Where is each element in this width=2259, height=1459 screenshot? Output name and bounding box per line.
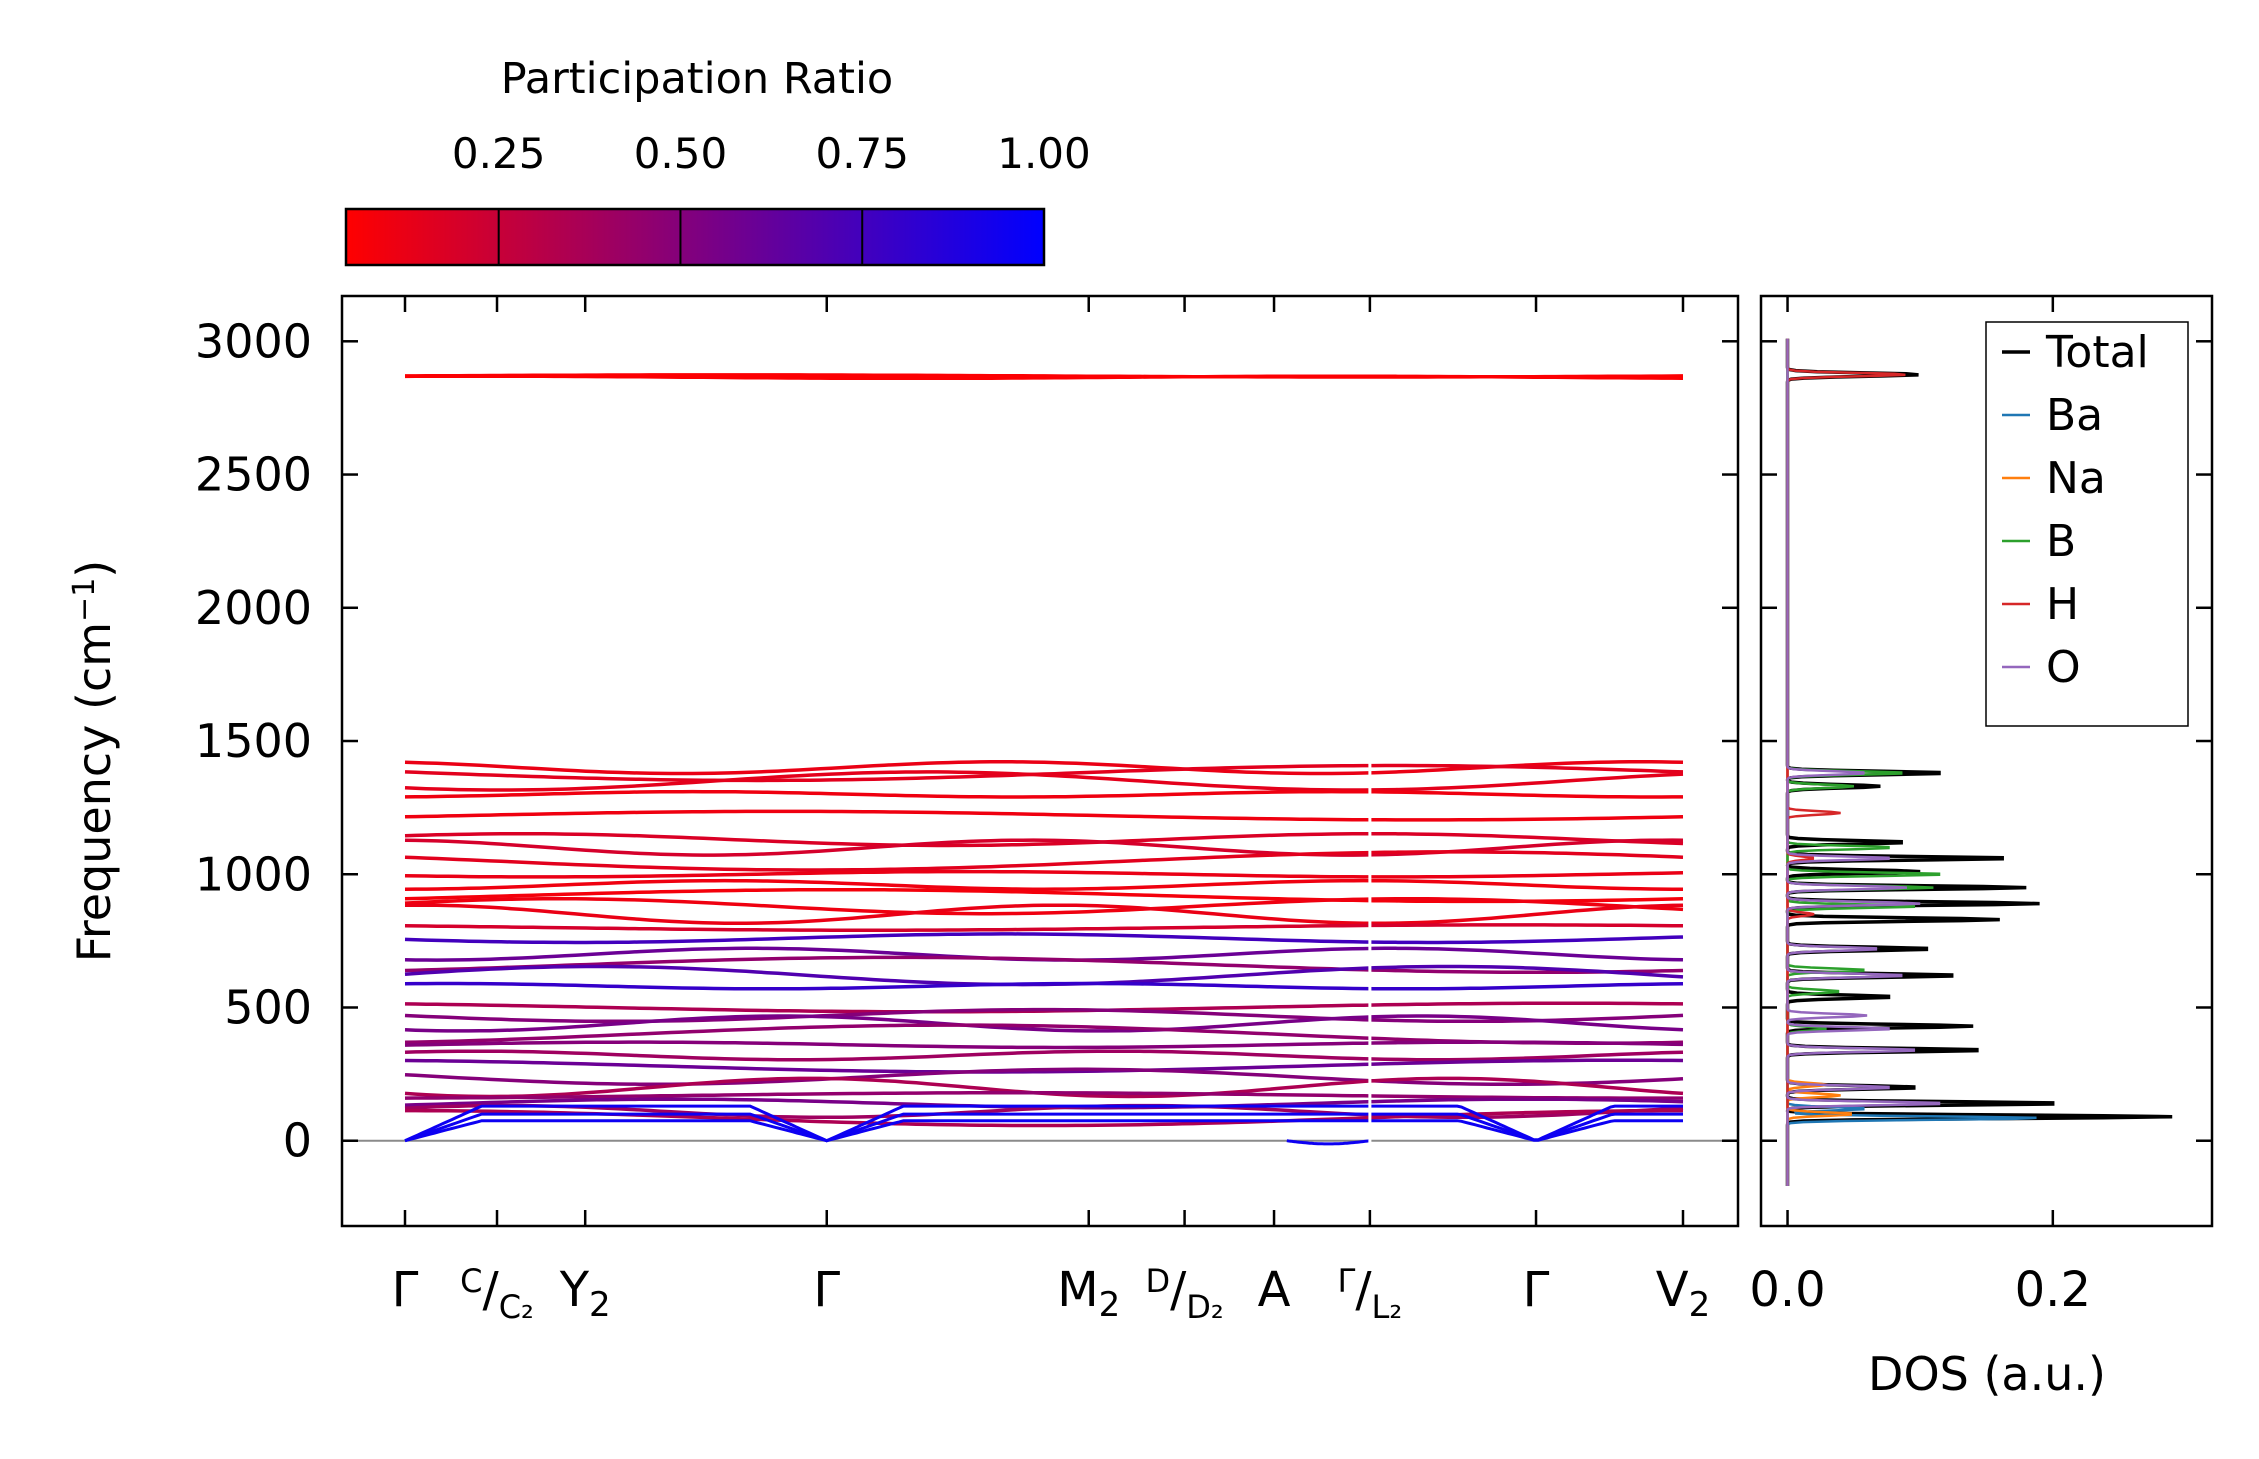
dos-curve-b <box>1786 338 1941 1186</box>
dos-axis-ticks: 0.0 0.2 <box>1749 296 2212 1318</box>
y-tick-label: 1000 <box>195 847 312 901</box>
band-line <box>404 850 1684 872</box>
colorbar-ticks: 0.25 0.50 0.75 1.00 <box>452 129 1091 265</box>
acoustic-band <box>404 1112 1683 1143</box>
k-point-label: V2 <box>1656 1262 1710 1325</box>
dos-curve-h <box>1786 338 1906 1186</box>
legend-label-h: H <box>2046 579 2079 630</box>
k-point-label: Γ <box>392 1262 419 1318</box>
k-point-label: A <box>1258 1262 1291 1318</box>
band-line <box>404 1007 1684 1024</box>
legend-box <box>1985 321 2189 727</box>
y-tick-label: 500 <box>224 980 312 1034</box>
y-tick-label: 1500 <box>195 714 312 768</box>
band-line <box>404 964 1684 987</box>
k-point-label: D/D₂ <box>1145 1262 1223 1326</box>
band-line <box>404 831 1684 848</box>
legend-label-o: O <box>2046 642 2081 693</box>
legend-items: Total Ba Na BHO <box>2002 327 2149 693</box>
band-line <box>404 878 1683 891</box>
k-point-label: Γ/L₂ <box>1338 1262 1403 1326</box>
band-line <box>404 1014 1684 1033</box>
y-tick-label: 2500 <box>195 448 312 502</box>
band-plot-frame <box>340 294 1740 1228</box>
band-line <box>405 903 1684 926</box>
band-line <box>404 1067 1684 1086</box>
legend-label-ba: Ba <box>2046 390 2103 441</box>
dos-axis-label: DOS (a.u.) <box>1868 1347 2106 1401</box>
band-line <box>404 981 1684 991</box>
legend-label-b: B <box>2046 516 2076 567</box>
band-line <box>404 770 1684 792</box>
band-line <box>404 374 1684 381</box>
band-line <box>404 887 1684 904</box>
acoustic-band <box>404 1104 1683 1143</box>
dos-x-tick-label: 0.2 <box>2015 1262 2091 1318</box>
band-line <box>404 1040 1684 1050</box>
colorbar-tick-label: 0.75 <box>815 129 909 178</box>
band-line <box>404 1058 1684 1074</box>
dos-plot-frame <box>1759 294 2214 1228</box>
k-point-label: Y2 <box>559 1262 611 1325</box>
band-line <box>404 1091 1683 1100</box>
band-line <box>404 809 1684 822</box>
band-line <box>404 869 1684 879</box>
band-line <box>404 955 1684 975</box>
colorbar-tick-label: 1.00 <box>997 129 1091 178</box>
acoustic-band <box>404 1119 1683 1143</box>
dos-panel: 0.0 0.2 DOS (a.u.) Total Ba Na BHO <box>1749 294 2214 1401</box>
dos-x-tick-label: 0.0 <box>1749 1262 1825 1318</box>
k-point-label: Γ <box>1523 1262 1550 1318</box>
y-tick-label: 0 <box>283 1114 312 1168</box>
y-axis-label: Frequency (cm−1) <box>67 560 121 963</box>
colorbar-tick-label: 0.25 <box>452 129 546 178</box>
imaginary-mode-band <box>1286 1139 1371 1146</box>
band-line <box>404 760 1684 776</box>
k-point-label: C/C₂ <box>460 1262 534 1326</box>
legend-label-na: Na <box>2046 453 2106 504</box>
colorbar-tick-label: 0.50 <box>634 129 728 178</box>
band-line <box>404 932 1684 945</box>
legend: Total Ba Na BHO <box>1985 321 2189 727</box>
band-line <box>404 1049 1684 1062</box>
dos-curve-o <box>1786 338 1941 1186</box>
band-line <box>404 923 1684 932</box>
colorbar-gradient <box>344 207 1046 267</box>
band-line <box>404 789 1683 799</box>
y-tick-label: 3000 <box>195 314 312 368</box>
dos-curves <box>1785 338 2173 1186</box>
k-point-label: M2 <box>1057 1262 1120 1325</box>
band-line <box>404 897 1684 916</box>
legend-label-total: Total <box>2045 327 2149 378</box>
colorbar-title: Participation Ratio <box>501 54 894 104</box>
k-point-label: Γ <box>813 1262 840 1318</box>
dos-curve-na <box>1786 338 1852 1186</box>
band-lines <box>342 373 1738 1147</box>
colorbar: Participation Ratio 0.25 0.50 0.75 1.00 <box>344 54 1091 267</box>
y-tick-label: 2000 <box>195 581 312 635</box>
